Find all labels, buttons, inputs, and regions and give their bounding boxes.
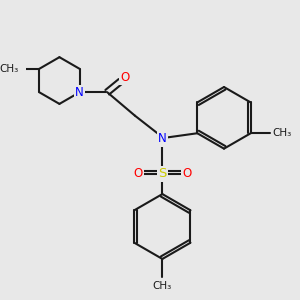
Text: S: S	[158, 167, 166, 181]
Text: N: N	[75, 86, 84, 99]
Text: O: O	[182, 167, 191, 181]
Text: CH₃: CH₃	[0, 64, 19, 74]
Text: CH₃: CH₃	[273, 128, 292, 138]
Text: CH₃: CH₃	[153, 281, 172, 291]
Text: O: O	[134, 167, 143, 181]
Text: N: N	[158, 132, 167, 146]
Text: N: N	[75, 86, 84, 99]
Text: O: O	[120, 71, 130, 84]
